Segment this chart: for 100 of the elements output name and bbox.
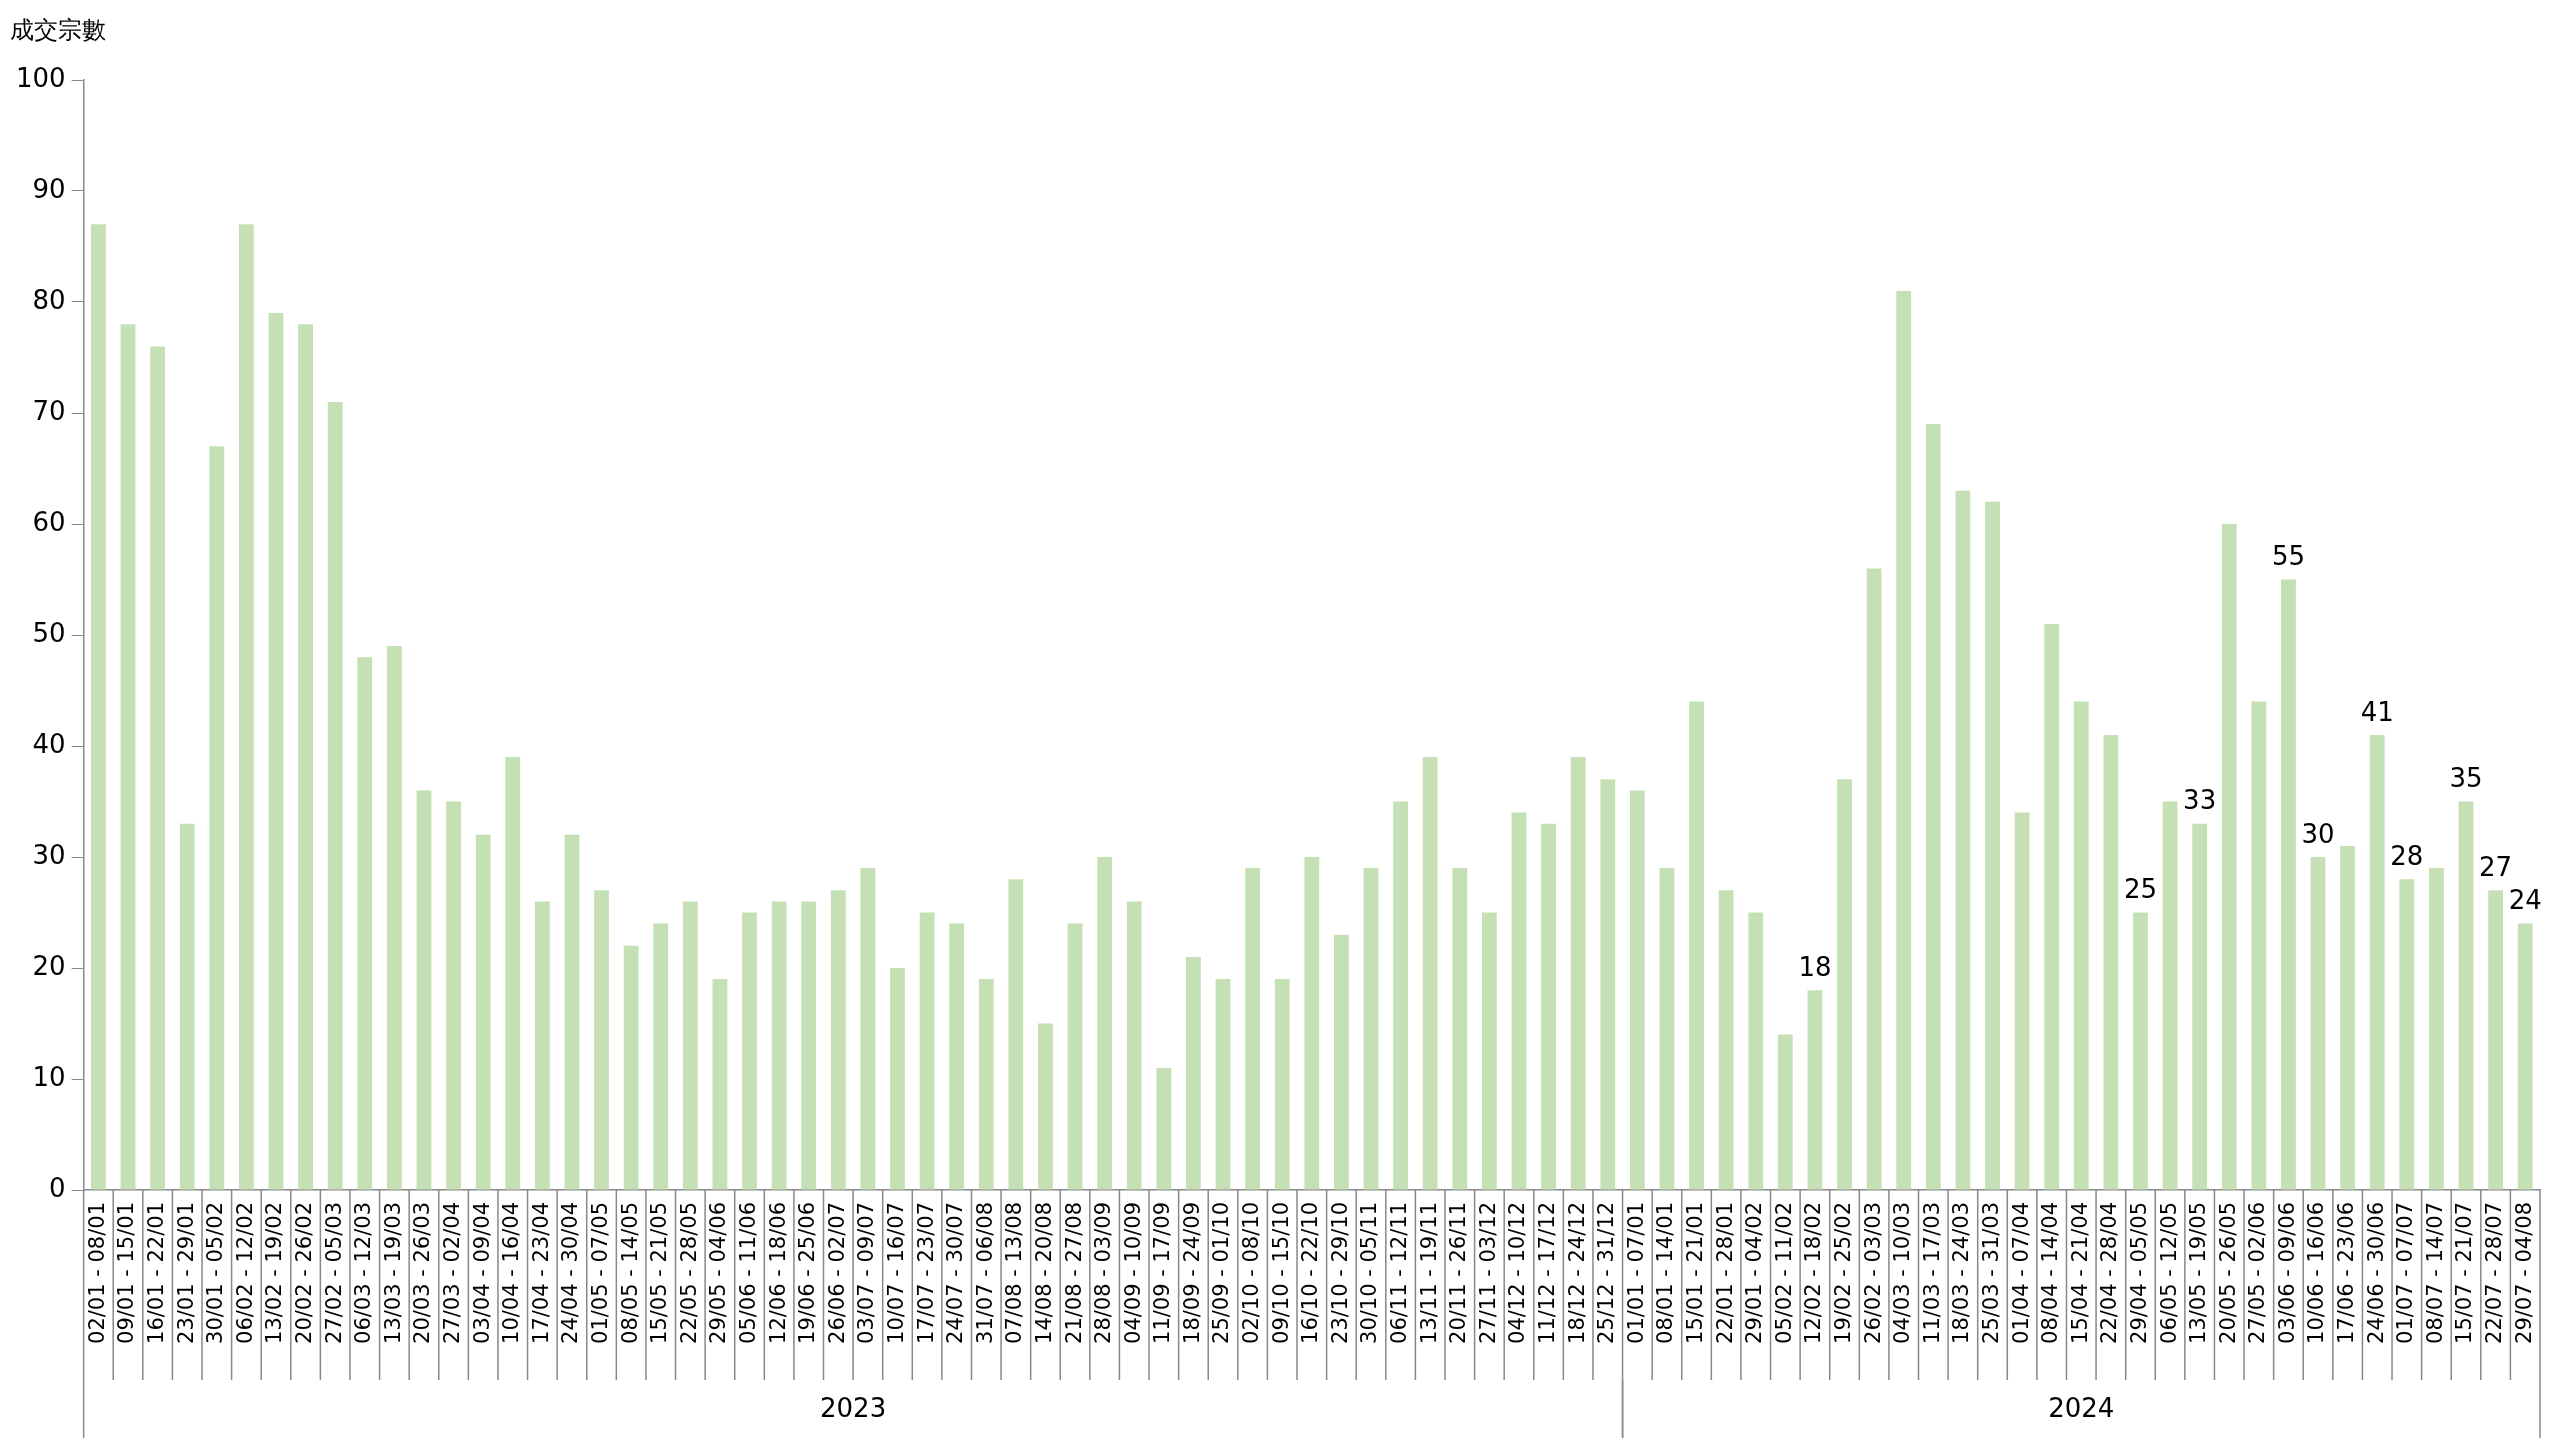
bar (298, 324, 313, 1190)
data-label: 35 (2449, 763, 2483, 794)
data-label: 25 (2123, 874, 2158, 905)
data-label: 30 (2301, 818, 2335, 849)
x-tick-label: 23/10 - 29/10 (1327, 1202, 1352, 1344)
x-tick-label: 20/05 - 26/05 (2215, 1202, 2240, 1344)
bar (1008, 879, 1024, 1190)
bar (890, 968, 905, 1190)
x-tick-label: 27/03 - 02/04 (440, 1202, 465, 1344)
x-tick-label: 08/07 - 14/07 (2422, 1202, 2447, 1344)
x-tick-label: 06/11 - 12/11 (1387, 1202, 1412, 1344)
x-tick-label: 11/03 - 17/03 (1919, 1202, 1944, 1344)
x-tick-label: 13/11 - 19/11 (1416, 1202, 1441, 1344)
x-tick-label: 22/04 - 28/04 (2097, 1202, 2122, 1344)
x-tick-label: 17/07 - 23/07 (913, 1202, 938, 1344)
x-tick-label: 30/10 - 05/11 (1357, 1202, 1382, 1344)
bar (771, 901, 787, 1190)
x-tick-label: 08/01 - 14/01 (1653, 1202, 1678, 1344)
x-tick-label: 06/03 - 12/03 (351, 1202, 376, 1344)
bar (1659, 868, 1675, 1190)
x-tick-label: 02/10 - 08/10 (1239, 1202, 1264, 1344)
text: 2023 (820, 1392, 887, 1423)
x-tick-label: 18/09 - 24/09 (1179, 1202, 1204, 1344)
x-tick-label: 21/08 - 27/08 (1061, 1202, 1086, 1344)
x-tick-label: 06/02 - 12/02 (232, 1202, 257, 1344)
bar (1481, 912, 1497, 1190)
bar (2192, 823, 2208, 1190)
x-tick-label: 16/10 - 22/10 (1298, 1202, 1323, 1344)
bar (2340, 845, 2356, 1190)
x-tick-label: 03/04 - 09/04 (469, 1202, 494, 1344)
y-tick-label: 100 (15, 62, 66, 93)
x-tick-label: 25/03 - 31/03 (1978, 1202, 2003, 1344)
x-tick-label: 15/07 - 21/07 (2452, 1202, 2477, 1344)
bar (1156, 1067, 1172, 1190)
bar (949, 923, 965, 1190)
bar (2310, 857, 2326, 1190)
x-tick-label: 04/12 - 10/12 (1505, 1202, 1530, 1344)
data-label: 28 (2390, 840, 2424, 871)
bar (268, 313, 284, 1190)
bar (1955, 490, 1971, 1190)
bar (1541, 823, 1556, 1190)
x-tick-label: 12/06 - 18/06 (765, 1202, 790, 1344)
bar (860, 868, 876, 1190)
x-tick-label: 22/05 - 28/05 (676, 1202, 701, 1344)
bar (1807, 990, 1823, 1190)
bar (1748, 912, 1764, 1190)
y-tick-label: 80 (32, 284, 66, 315)
x-tick-label: 29/05 - 04/06 (706, 1202, 731, 1344)
y-tick-label: 30 (32, 839, 66, 870)
x-tick-label: 19/02 - 25/02 (1830, 1202, 1855, 1344)
x-tick-label: 29/07 - 04/08 (2511, 1202, 2536, 1344)
x-tick-label: 01/05 - 07/05 (587, 1202, 612, 1344)
bar (1186, 956, 1201, 1190)
bar (446, 801, 461, 1190)
bar (1097, 857, 1113, 1190)
x-tick-label: 13/03 - 19/03 (380, 1202, 405, 1344)
x-tick-label: 07/08 - 13/08 (1002, 1202, 1027, 1344)
bar (2133, 912, 2148, 1190)
x-tick-label: 03/06 - 09/06 (2274, 1202, 2299, 1344)
x-tick-label: 25/12 - 31/12 (1594, 1202, 1619, 1344)
x-tick-label: 18/03 - 24/03 (1949, 1202, 1974, 1344)
x-tick-label: 24/07 - 30/07 (943, 1202, 968, 1344)
bar (1274, 979, 1290, 1190)
x-tick-label: 10/04 - 16/04 (499, 1202, 524, 1344)
bar (2458, 801, 2474, 1190)
x-tick-label: 01/01 - 07/01 (1623, 1202, 1648, 1344)
bar (2369, 734, 2385, 1190)
bar (2044, 623, 2060, 1190)
x-tick-label: 26/06 - 02/07 (824, 1202, 849, 1344)
bar (2014, 812, 2030, 1190)
bar (2162, 801, 2178, 1190)
bar (91, 224, 106, 1190)
bar (682, 901, 698, 1190)
bar (1038, 1023, 1053, 1190)
bar (1689, 701, 1704, 1190)
data-label: 27 (2479, 852, 2513, 883)
text: 2024 (2048, 1392, 2115, 1423)
x-tick-label: 20/03 - 26/03 (410, 1202, 435, 1344)
bar (475, 834, 491, 1190)
y-tick-label: 70 (32, 395, 66, 426)
bar (712, 979, 728, 1190)
y-tick-label: 60 (32, 506, 66, 537)
x-tick-label: 30/01 - 05/02 (203, 1202, 228, 1344)
bar (564, 834, 580, 1190)
x-tick-label: 27/11 - 03/12 (1475, 1202, 1500, 1344)
x-tick-label: 05/02 - 11/02 (1771, 1202, 1796, 1344)
bar (327, 401, 343, 1190)
bar (150, 346, 166, 1190)
x-tick-label: 08/05 - 14/05 (617, 1202, 642, 1344)
bar (2517, 923, 2533, 1190)
x-tick-label: 06/05 - 12/05 (2156, 1202, 2181, 1344)
x-tick-label: 04/03 - 10/03 (1890, 1202, 1915, 1344)
x-tick-label: 24/06 - 30/06 (2363, 1202, 2388, 1344)
bar (120, 324, 136, 1190)
x-tick-label: 27/02 - 05/03 (321, 1202, 346, 1344)
bar (2251, 701, 2267, 1190)
bar (623, 945, 639, 1190)
bar (1718, 890, 1734, 1190)
x-tick-label: 10/06 - 16/06 (2304, 1202, 2329, 1344)
bar (653, 923, 669, 1190)
